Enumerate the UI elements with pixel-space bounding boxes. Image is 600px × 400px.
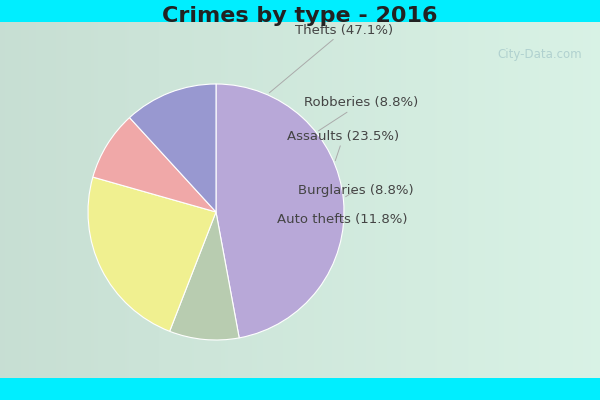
Wedge shape [216, 84, 344, 338]
Wedge shape [88, 177, 216, 331]
Wedge shape [93, 118, 216, 212]
Text: Auto thefts (11.8%): Auto thefts (11.8%) [277, 213, 407, 226]
Text: City-Data.com: City-Data.com [497, 48, 582, 61]
Text: Assaults (23.5%): Assaults (23.5%) [287, 130, 400, 161]
Text: Thefts (47.1%): Thefts (47.1%) [269, 24, 394, 93]
Wedge shape [130, 84, 216, 212]
Text: Crimes by type - 2016: Crimes by type - 2016 [162, 6, 438, 26]
Text: Burglaries (8.8%): Burglaries (8.8%) [298, 184, 413, 197]
Text: Robberies (8.8%): Robberies (8.8%) [304, 96, 418, 131]
Wedge shape [170, 212, 239, 340]
